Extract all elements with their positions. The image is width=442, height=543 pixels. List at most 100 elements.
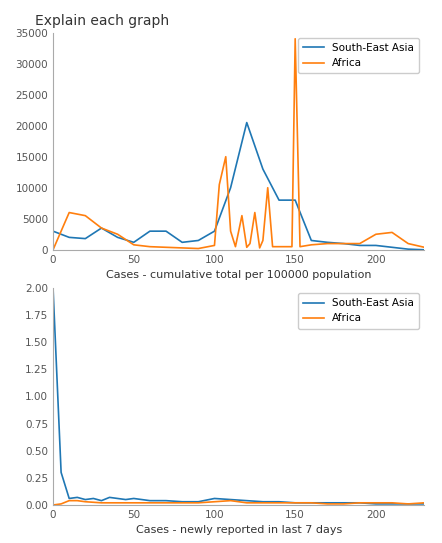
South-East Asia	[58, 469, 64, 476]
South-East Asia	[50, 228, 56, 235]
Africa	[297, 243, 303, 250]
South-East Asia	[99, 225, 104, 231]
South-East Asia	[91, 495, 96, 502]
Line: Africa: Africa	[53, 501, 424, 505]
Africa	[239, 212, 244, 219]
Africa	[131, 242, 137, 248]
South-East Asia	[341, 500, 346, 506]
Africa	[228, 497, 233, 504]
South-East Asia	[260, 498, 266, 505]
South-East Asia	[67, 234, 72, 241]
Africa	[179, 500, 185, 506]
Africa	[405, 501, 411, 507]
Africa	[293, 35, 298, 42]
Africa	[179, 245, 185, 251]
South-East Asia	[293, 500, 298, 506]
Africa	[147, 500, 152, 506]
Africa	[164, 244, 169, 250]
Africa	[260, 237, 266, 244]
Africa	[115, 500, 120, 506]
Line: South-East Asia: South-East Asia	[53, 288, 424, 504]
South-East Asia	[389, 244, 395, 250]
Africa	[217, 181, 222, 188]
South-East Asia	[389, 501, 395, 507]
South-East Asia	[83, 496, 88, 503]
South-East Asia	[50, 285, 56, 291]
South-East Asia	[212, 495, 217, 502]
South-East Asia	[107, 494, 112, 501]
Africa	[147, 243, 152, 250]
Africa	[325, 501, 330, 507]
Africa	[309, 500, 314, 506]
South-East Asia	[341, 241, 346, 247]
South-East Asia	[309, 237, 314, 244]
South-East Asia	[244, 497, 249, 504]
South-East Asia	[131, 495, 137, 502]
Africa	[67, 497, 72, 504]
South-East Asia	[123, 496, 128, 503]
Africa	[276, 500, 282, 506]
Africa	[357, 500, 362, 506]
Africa	[257, 245, 262, 251]
Text: Explain each graph: Explain each graph	[35, 14, 169, 28]
X-axis label: Cases - newly reported in last 7 days: Cases - newly reported in last 7 days	[136, 526, 342, 535]
Africa	[373, 231, 378, 237]
Africa	[83, 498, 88, 505]
Africa	[252, 209, 258, 216]
South-East Asia	[373, 501, 378, 507]
Africa	[99, 500, 104, 506]
Legend: South-East Asia, Africa: South-East Asia, Africa	[297, 38, 419, 73]
Africa	[99, 225, 104, 231]
South-East Asia	[357, 500, 362, 506]
Line: Africa: Africa	[53, 39, 424, 250]
South-East Asia	[357, 242, 362, 249]
Africa	[309, 242, 314, 248]
Legend: South-East Asia, Africa: South-East Asia, Africa	[297, 293, 419, 329]
South-East Asia	[83, 235, 88, 242]
Africa	[223, 154, 229, 160]
South-East Asia	[147, 497, 152, 504]
South-East Asia	[422, 247, 427, 253]
Africa	[422, 244, 427, 250]
South-East Asia	[325, 239, 330, 245]
Africa	[389, 229, 395, 236]
Africa	[373, 500, 378, 506]
X-axis label: Cases - cumulative total per 100000 population: Cases - cumulative total per 100000 popu…	[106, 270, 371, 280]
South-East Asia	[212, 228, 217, 235]
Africa	[290, 243, 295, 250]
South-East Asia	[228, 496, 233, 503]
Africa	[131, 500, 137, 506]
South-East Asia	[276, 197, 282, 204]
South-East Asia	[196, 498, 201, 505]
Africa	[325, 241, 330, 247]
Africa	[389, 500, 395, 506]
South-East Asia	[164, 228, 169, 235]
Africa	[233, 243, 238, 250]
Africa	[260, 500, 266, 506]
Africa	[83, 212, 88, 219]
Africa	[276, 243, 282, 250]
Africa	[293, 500, 298, 506]
South-East Asia	[325, 500, 330, 506]
South-East Asia	[67, 495, 72, 502]
South-East Asia	[115, 234, 120, 241]
South-East Asia	[422, 501, 427, 507]
South-East Asia	[228, 185, 233, 191]
Africa	[212, 498, 217, 505]
Africa	[75, 497, 80, 504]
South-East Asia	[164, 497, 169, 504]
Africa	[50, 502, 56, 508]
South-East Asia	[405, 501, 411, 507]
Africa	[212, 242, 217, 249]
South-East Asia	[244, 119, 249, 126]
South-East Asia	[75, 494, 80, 501]
South-East Asia	[179, 239, 185, 245]
Africa	[341, 501, 346, 507]
Africa	[248, 241, 253, 247]
South-East Asia	[115, 495, 120, 502]
Africa	[115, 231, 120, 237]
South-East Asia	[309, 500, 314, 506]
South-East Asia	[99, 497, 104, 504]
Africa	[196, 245, 201, 252]
Africa	[405, 241, 411, 247]
